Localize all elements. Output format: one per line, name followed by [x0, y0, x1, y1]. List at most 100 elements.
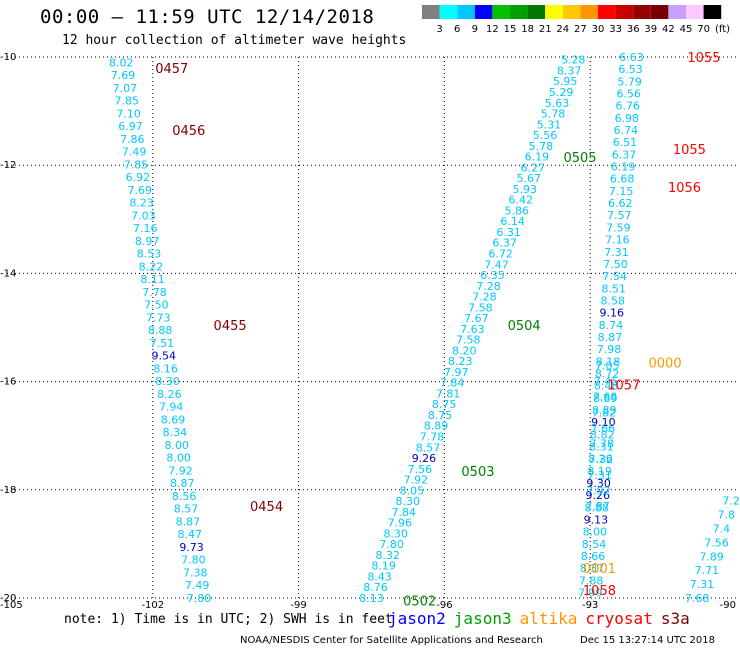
pass-time-label: 0456	[172, 124, 205, 139]
wave-height-value: 8.75	[432, 398, 457, 411]
wave-height-value: 9.54	[152, 350, 177, 363]
latitude-tick-label: -18	[0, 485, 16, 496]
legend-item-jason2: jason2	[388, 609, 446, 628]
wave-height-value: 8.26	[588, 453, 613, 466]
wave-height-value: 8.48	[594, 380, 619, 393]
wave-height-value: 8.18	[596, 355, 621, 368]
wave-height-value: 7.98	[597, 343, 622, 356]
wave-height-value: 8.32	[375, 549, 400, 562]
wave-height-value: 8.58	[600, 294, 625, 307]
wave-height-value: 7.28	[472, 291, 497, 304]
wave-height-value: 7.68	[685, 592, 710, 605]
pass-time-label: 0454	[250, 500, 283, 515]
color-scale-tick: 70	[697, 24, 710, 35]
wave-height-value: 8.13	[359, 592, 384, 605]
wave-height-value: 7.4	[713, 522, 731, 535]
color-scale-tick: 39	[644, 24, 657, 35]
wave-height-value: 7.49	[185, 579, 210, 592]
wave-height-value: 6.98	[615, 112, 640, 125]
color-scale-tick: 33	[609, 24, 622, 35]
wave-height-value: 7.87	[585, 500, 610, 513]
color-scale-tick: 9	[472, 24, 478, 35]
color-scale-unit: (ft)	[715, 24, 730, 35]
wave-height-value: 7.80	[187, 592, 212, 605]
longitude-tick-label: -93	[582, 600, 598, 610]
wave-height-value: 5.79	[617, 75, 642, 88]
wave-height-value: 6.74	[614, 124, 639, 137]
color-scale-tick: 24	[556, 24, 569, 35]
pass-time-label: 0001	[583, 562, 616, 577]
wave-height-value: 7.92	[404, 474, 429, 487]
pass-time-label: 0000	[649, 357, 682, 372]
wave-height-value: 8.76	[363, 581, 388, 594]
latitude-tick-label: -16	[0, 377, 16, 388]
color-scale-tick: 45	[680, 24, 693, 35]
color-scale-bar: 3 6 9 12 15 18 21 24 27 30 33 36 39 42 45 70 (ft)	[422, 5, 730, 35]
wave-height-value: 7.03	[131, 209, 156, 222]
wave-height-value: 8.11	[140, 273, 165, 286]
color-swatch	[633, 5, 651, 19]
wave-height-value: 8.31	[589, 441, 614, 454]
color-swatch	[580, 5, 598, 19]
wave-height-value: 5.95	[553, 75, 578, 88]
wave-height-value: 6.72	[488, 247, 513, 260]
wave-height-value: 8.69	[161, 413, 186, 426]
wave-height-value: 7.85	[115, 95, 140, 108]
wave-height-value: 7.28	[476, 280, 501, 293]
color-scale-tick: 6	[454, 24, 460, 35]
wave-height-value: 7.89	[699, 550, 724, 563]
latitude-tick-label: -12	[0, 160, 16, 171]
wave-height-value: 6.76	[616, 100, 641, 113]
track-jason3-ascending: 8.138.768.438.198.327.808.307.967.848.30…	[359, 54, 585, 605]
wave-height-value: 7.16	[133, 222, 158, 235]
wave-height-value: 7.10	[116, 107, 141, 120]
wave-height-value: 8.89	[424, 420, 449, 433]
wave-height-value: 8.30	[396, 495, 421, 508]
wave-height-value: 6.19	[525, 151, 550, 164]
wave-height-value: 8.00	[583, 526, 608, 539]
wave-height-value: 6.35	[480, 269, 505, 282]
color-scale-tick: 12	[486, 24, 499, 35]
wave-height-value: 7.67	[464, 312, 489, 325]
wave-height-value: 9.13	[584, 514, 609, 527]
wave-height-value: 7.54	[602, 270, 627, 283]
wave-height-value: 8.56	[172, 490, 197, 503]
wave-height-value: 6.62	[608, 197, 633, 210]
pass-time-label: 1058	[583, 584, 616, 599]
wave-height-value: 7.78	[420, 431, 445, 444]
wave-height-value: 7.71	[695, 564, 720, 577]
track-edge-ascending: 7.687.317.717.897.567.47.87.2	[685, 495, 740, 605]
wave-height-value: 8.51	[601, 282, 626, 295]
wave-height-value: 7.80	[181, 554, 206, 567]
wave-height-value: 7.16	[605, 234, 630, 247]
wave-height-value: 7.78	[142, 286, 167, 299]
wave-height-value: 7.94	[159, 401, 184, 414]
wave-height-value: 8.37	[557, 64, 582, 77]
wave-height-value: 8.72	[595, 367, 620, 380]
wave-height-value: 7.99	[578, 587, 603, 600]
wave-height-value: 8.66	[581, 550, 606, 563]
wave-height-value: 6.37	[492, 237, 517, 250]
wave-height-value: 5.86	[504, 204, 529, 217]
wave-height-value: 5.67	[517, 172, 542, 185]
wave-height-value: 8.30	[383, 527, 408, 540]
pass-time-label: 0502	[403, 595, 436, 610]
wave-height-value: 9.73	[179, 541, 204, 554]
wave-height-value: 8.19	[587, 465, 612, 478]
legend-item-cryosat: cryosat	[585, 609, 653, 628]
pass-time-label: 0503	[461, 465, 494, 480]
wave-height-value: 8.19	[371, 560, 396, 573]
wave-height-value: 6.42	[509, 194, 534, 207]
longitude-tick-label: -102	[141, 600, 164, 610]
wave-height-value: 6.92	[126, 171, 151, 184]
wave-height-value: 7.38	[183, 566, 208, 579]
color-swatch	[510, 5, 528, 19]
wave-height-value: 5.31	[537, 118, 562, 131]
track-cryosat-descending: 6.636.535.796.566.766.986.746.516.376.19…	[578, 51, 644, 600]
color-swatch	[598, 5, 616, 19]
wave-height-value: 8.97	[135, 235, 160, 248]
wave-height-value: 6.51	[613, 136, 638, 149]
color-swatch	[422, 5, 440, 19]
wave-height-value: 7.69	[127, 184, 152, 197]
legend-item-s3a: s3a	[660, 609, 690, 628]
